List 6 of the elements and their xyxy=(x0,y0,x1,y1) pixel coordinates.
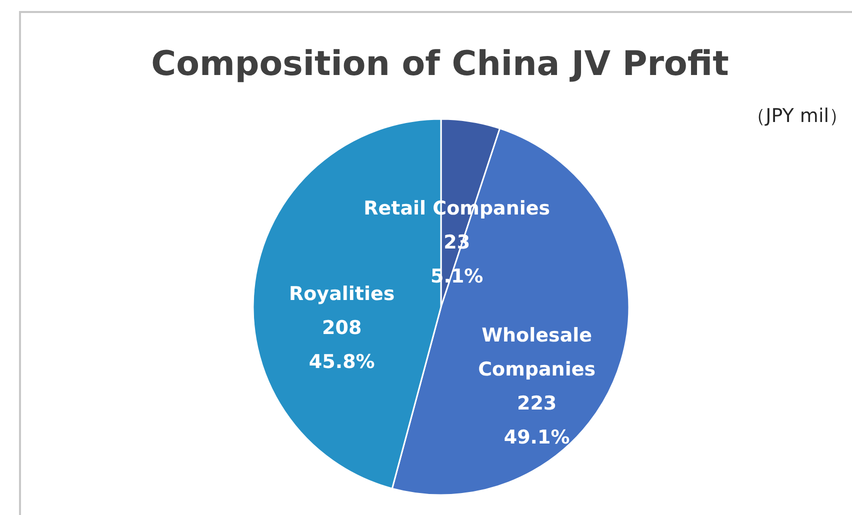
data-label: 208 45.8% xyxy=(308,316,375,373)
data-label: 223 49.1% xyxy=(504,392,570,449)
slice-label: Wholesale Companies xyxy=(478,324,596,381)
text: （JPY mil） xyxy=(746,105,848,127)
chart-title: Composition of China JV Profit xyxy=(151,44,729,84)
slice-label: Royalities xyxy=(289,282,395,305)
